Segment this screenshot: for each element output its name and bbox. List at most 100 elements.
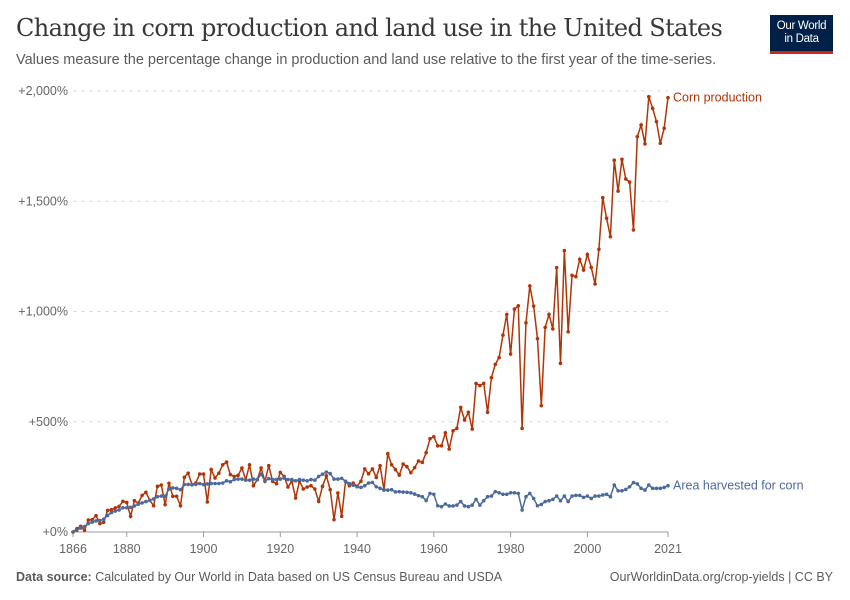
data-point-corn-production (554, 265, 559, 270)
data-point-corn-production (232, 474, 237, 479)
data-point-corn-production (370, 467, 375, 471)
data-point-area-harvested-for-corn (551, 497, 555, 502)
data-point-corn-production (566, 329, 570, 334)
data-point-area-harvested-for-corn (171, 486, 175, 490)
data-point-corn-production (539, 403, 544, 408)
data-point-area-harvested-for-corn (554, 494, 559, 498)
data-point-area-harvested-for-corn (478, 503, 482, 507)
data-point-area-harvested-for-corn (409, 490, 413, 495)
data-point-area-harvested-for-corn (458, 499, 463, 504)
data-point-corn-production (359, 479, 363, 484)
data-point-corn-production (666, 95, 670, 100)
data-point-area-harvested-for-corn (178, 487, 183, 492)
data-point-corn-production (132, 498, 137, 503)
y-tick-label: +500% (29, 415, 68, 429)
data-point-corn-production (163, 502, 167, 507)
data-point-corn-production (171, 494, 175, 499)
data-point-area-harvested-for-corn (190, 483, 194, 487)
data-point-corn-production (159, 483, 164, 487)
data-point-corn-production (374, 475, 379, 480)
data-point-area-harvested-for-corn (374, 484, 379, 489)
data-point-area-harvested-for-corn (600, 493, 605, 497)
data-point-corn-production (224, 460, 229, 464)
data-point-area-harvested-for-corn (290, 477, 294, 482)
data-point-area-harvested-for-corn (328, 471, 332, 476)
data-point-area-harvested-for-corn (535, 503, 540, 508)
data-point-area-harvested-for-corn (466, 504, 471, 509)
data-point-corn-production (570, 273, 574, 278)
data-point-corn-production (631, 228, 636, 232)
data-point-corn-production (627, 180, 632, 184)
data-point-area-harvested-for-corn (470, 503, 475, 507)
data-point-area-harvested-for-corn (547, 498, 551, 503)
data-point-area-harvested-for-corn (194, 482, 198, 487)
data-point-area-harvested-for-corn (643, 488, 647, 492)
data-point-area-harvested-for-corn (623, 487, 628, 492)
data-point-corn-production (324, 473, 329, 478)
data-point-corn-production (121, 499, 125, 504)
data-point-corn-production (301, 487, 306, 491)
data-point-corn-production (266, 463, 271, 468)
data-point-corn-production (140, 493, 144, 498)
data-point-area-harvested-for-corn (631, 480, 636, 485)
data-point-area-harvested-for-corn (543, 499, 547, 504)
data-point-corn-production (504, 312, 509, 317)
data-point-area-harvested-for-corn (501, 492, 505, 497)
x-tick-label: 1900 (190, 542, 218, 556)
data-point-area-harvested-for-corn (627, 484, 632, 489)
data-point-area-harvested-for-corn (531, 496, 536, 501)
data-point-corn-production (455, 426, 459, 431)
data-point-corn-production (574, 274, 578, 279)
owid-logo[interactable]: Our World in Data (770, 15, 833, 54)
data-point-area-harvested-for-corn (612, 483, 617, 487)
data-point-corn-production (581, 268, 586, 272)
data-point-corn-production (462, 418, 467, 422)
series-line-corn-production (72, 96, 669, 533)
data-point-corn-production (535, 336, 540, 341)
data-point-corn-production (489, 375, 494, 380)
data-point-corn-production (597, 247, 601, 252)
chart-title: Change in corn production and land use i… (16, 14, 723, 42)
data-point-corn-production (309, 483, 313, 488)
series-label-area-harvested-for-corn: Area harvested for corn (673, 479, 804, 493)
data-point-area-harvested-for-corn (604, 492, 609, 497)
data-point-area-harvested-for-corn (397, 489, 402, 494)
data-point-area-harvested-for-corn (159, 494, 164, 498)
data-point-area-harvested-for-corn (662, 485, 666, 490)
data-point-corn-production (604, 216, 609, 221)
data-point-corn-production (585, 252, 590, 257)
url-license[interactable]: OurWorldinData.org/crop-yields | CC BY (609, 570, 833, 584)
data-point-corn-production (82, 528, 87, 533)
data-point-area-harvested-for-corn (197, 481, 202, 486)
data-point-corn-production (401, 462, 405, 466)
data-point-corn-production (612, 158, 617, 163)
data-point-area-harvested-for-corn (90, 520, 94, 524)
data-point-area-harvested-for-corn (132, 504, 137, 508)
data-point-corn-production (428, 436, 432, 441)
data-point-corn-production (481, 381, 486, 386)
data-source: Data source: Calculated by Our World in … (16, 570, 502, 584)
data-point-area-harvested-for-corn (316, 474, 321, 479)
data-point-area-harvested-for-corn (336, 477, 340, 481)
data-point-corn-production (543, 325, 547, 330)
data-point-area-harvested-for-corn (608, 494, 613, 499)
data-point-corn-production (420, 460, 425, 465)
x-tick-label: 2000 (573, 542, 601, 556)
data-point-corn-production (205, 500, 210, 504)
data-point-corn-production (178, 503, 183, 508)
data-point-corn-production (412, 465, 417, 470)
data-point-corn-production (293, 496, 298, 500)
data-point-area-harvested-for-corn (297, 477, 302, 482)
data-point-corn-production (577, 257, 582, 262)
x-tick-label: 1880 (113, 542, 141, 556)
data-point-corn-production (209, 467, 213, 472)
data-point-corn-production (101, 520, 106, 525)
data-point-corn-production (643, 142, 647, 146)
data-point-area-harvested-for-corn (562, 494, 567, 498)
data-point-corn-production (558, 361, 563, 366)
data-point-corn-production (332, 517, 336, 522)
data-point-corn-production (474, 381, 478, 386)
data-point-corn-production (174, 494, 179, 499)
data-point-area-harvested-for-corn (124, 505, 129, 510)
x-tick-label: 1980 (497, 542, 525, 556)
